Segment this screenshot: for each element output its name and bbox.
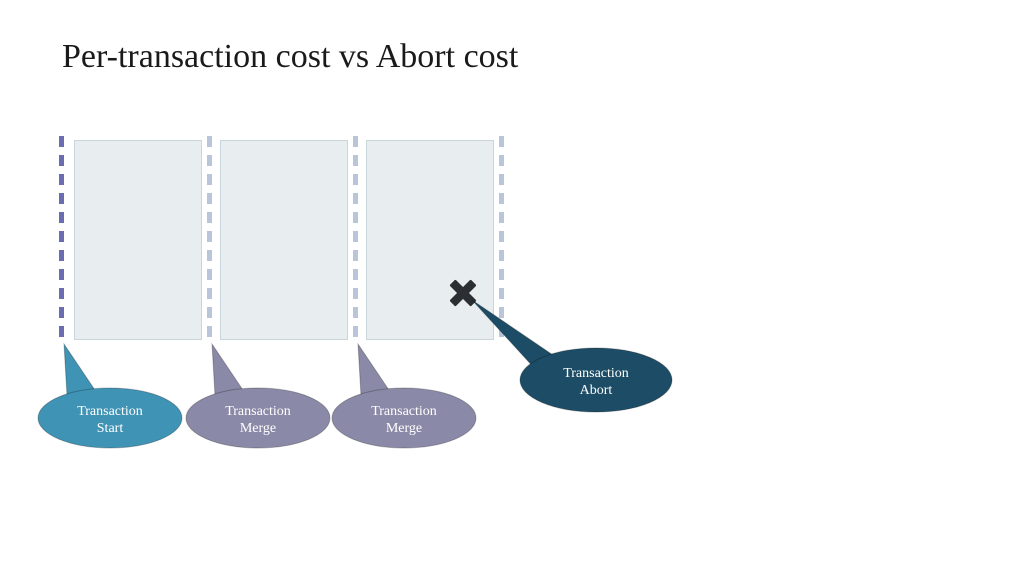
transaction-block	[74, 140, 202, 340]
dashed-bar	[58, 136, 65, 345]
transaction-block	[220, 140, 348, 340]
dashed-bar	[352, 136, 359, 345]
abort-x-icon	[448, 278, 478, 308]
transaction-block	[366, 140, 494, 340]
dashed-bar	[206, 136, 213, 345]
block-group	[0, 0, 1024, 576]
dashed-bar	[498, 136, 505, 345]
slide: Per-transaction cost vs Abort cost Trans…	[0, 0, 1024, 576]
